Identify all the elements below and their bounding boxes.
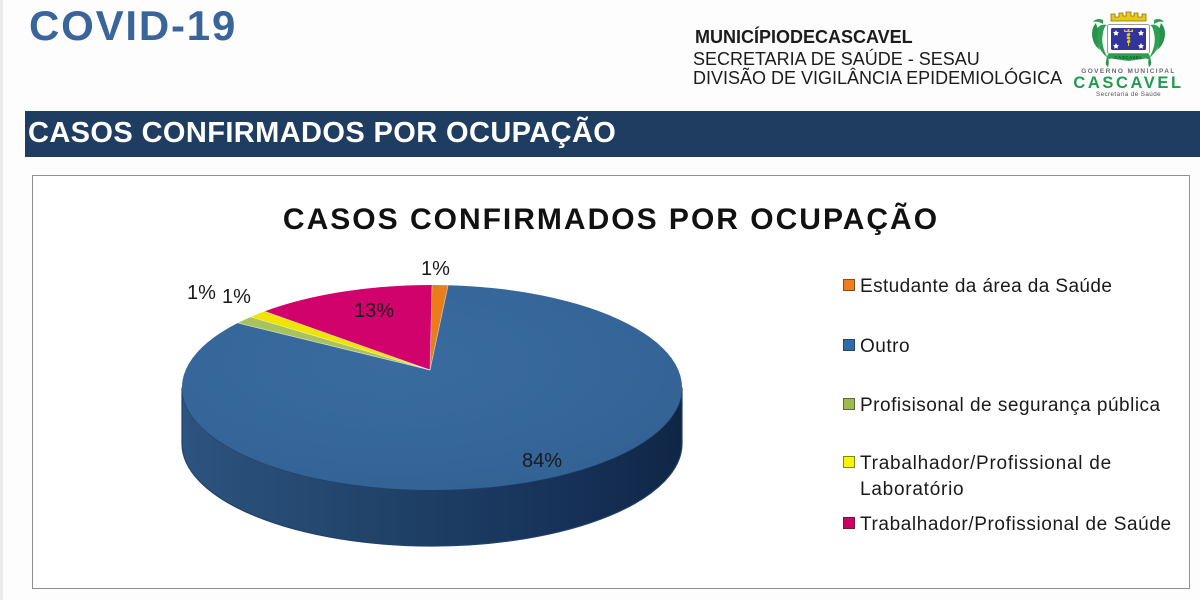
svg-text:CASCAVEL: CASCAVEL bbox=[1114, 55, 1142, 60]
svg-text:CASCAVEL: CASCAVEL bbox=[1073, 74, 1183, 92]
svg-text:GOVERNO MUNICIPAL: GOVERNO MUNICIPAL bbox=[1081, 68, 1175, 75]
svg-text:Secretaria de Saúde: Secretaria de Saúde bbox=[1096, 91, 1161, 98]
